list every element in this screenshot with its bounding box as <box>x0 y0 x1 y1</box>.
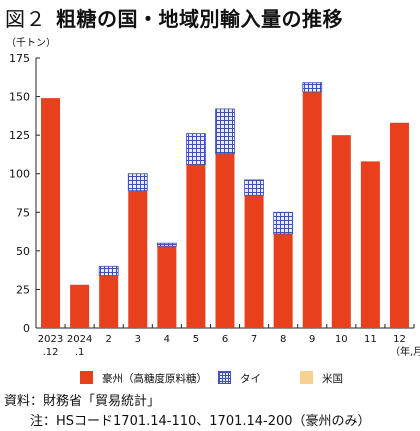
bar-thailand <box>273 211 294 235</box>
x-tick-label: 2023 <box>38 334 63 345</box>
x-tick-label: .12 <box>43 347 59 358</box>
x-tick-label: 11 <box>364 334 377 345</box>
footnote: 注：HSコード1701.14-110、1701.14-200（豪州のみ） <box>30 414 371 429</box>
y-unit-label: （千トン） <box>6 38 56 49</box>
legend-swatch-australia <box>80 371 93 384</box>
legend-item-usa: 米国 <box>300 371 343 386</box>
legend-swatch-usa <box>300 371 313 384</box>
y-tick-label: 25 <box>16 283 30 296</box>
y-tick-label: 150 <box>9 91 30 104</box>
bar-australia <box>273 233 293 328</box>
bar-thailand <box>244 179 264 196</box>
legend-label-thailand: タイ <box>240 373 261 385</box>
bar-australia <box>360 161 380 328</box>
bar-australia <box>389 122 409 328</box>
legend: 豪州（高糖度原料糖） タイ 米国 <box>0 371 420 389</box>
x-tick-label: 5 <box>193 334 199 345</box>
bar-australia <box>215 153 235 328</box>
bar-australia <box>186 164 206 328</box>
bar-thailand <box>127 173 148 192</box>
bar-australia <box>99 275 119 328</box>
x-unit-label: （年,月） <box>390 345 420 358</box>
y-tick-label: 0 <box>23 322 30 335</box>
bar-australia <box>302 91 322 328</box>
x-tick-label: 2 <box>106 334 112 345</box>
y-tick-label: 50 <box>16 245 30 258</box>
x-tick-label: 12 <box>393 334 406 345</box>
x-tick-label: 9 <box>309 334 315 345</box>
legend-item-australia: 豪州（高糖度原料糖） <box>80 371 207 386</box>
bar-australia <box>128 190 148 328</box>
legend-label-usa: 米国 <box>322 373 343 385</box>
bar-australia <box>41 98 61 328</box>
figure-number: 図２ <box>5 7 46 31</box>
legend-item-thailand: タイ <box>218 371 261 386</box>
chart-title: 図２ 粗糖の国・地域別輸入量の推移 <box>5 3 415 32</box>
y-tick-label: 175 <box>9 52 30 65</box>
bar-thailand <box>302 82 323 93</box>
x-tick-label: 6 <box>222 334 228 345</box>
bar-thailand <box>98 265 119 276</box>
x-tick-label: 7 <box>251 334 257 345</box>
x-tick-label: .1 <box>75 347 85 358</box>
bar-australia <box>157 246 177 328</box>
bar-thailand <box>215 108 235 155</box>
x-tick-label: 4 <box>164 334 170 345</box>
x-tick-label: 2024 <box>67 334 92 345</box>
bar-thailand <box>186 133 206 165</box>
y-tick-label: 100 <box>9 168 30 181</box>
source-note: 資料：財務省「貿易統計」 <box>4 394 161 409</box>
y-tick-label: 75 <box>16 206 30 219</box>
bar-australia <box>331 135 351 328</box>
bar-australia <box>70 284 90 328</box>
title-text: 粗糖の国・地域別輸入量の推移 <box>56 7 343 31</box>
bar-thailand <box>156 242 177 247</box>
y-tick-label: 125 <box>9 129 30 142</box>
x-tick-label: 10 <box>335 334 348 345</box>
legend-label-australia: 豪州（高糖度原料糖） <box>102 373 207 385</box>
legend-swatch-thailand <box>218 371 231 384</box>
x-tick-label: 3 <box>135 334 141 345</box>
bar-australia <box>244 195 264 328</box>
x-tick-label: 8 <box>280 334 286 345</box>
